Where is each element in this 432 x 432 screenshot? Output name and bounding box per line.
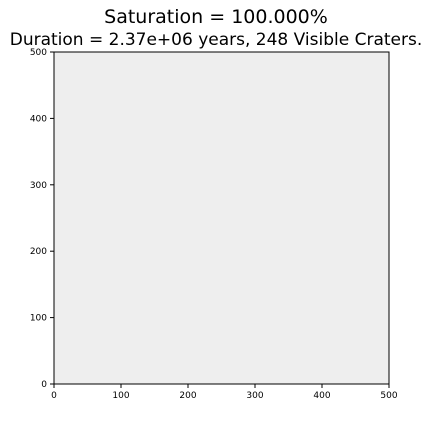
x-tick-label: 300	[246, 391, 263, 401]
y-tick-label: 100	[30, 314, 47, 324]
x-tick-label: 200	[179, 391, 196, 401]
y-tick-label: 400	[30, 114, 47, 124]
chart-subtitle: Duration = 2.37e+06 years, 248 Visible C…	[9, 30, 423, 50]
plot-area	[53, 51, 390, 385]
y-tick-label: 200	[30, 247, 47, 257]
y-tick-label: 0	[41, 380, 47, 390]
y-axis: 0 100 200 300 400 500	[30, 48, 54, 390]
x-tick-label: 0	[51, 391, 57, 401]
x-tick-label: 100	[112, 391, 129, 401]
y-tick-label: 500	[30, 48, 47, 58]
chart-title: Saturation = 100.000%	[104, 6, 328, 28]
x-axis: 0 100 200 300 400 500	[51, 384, 398, 401]
y-tick-label: 300	[30, 181, 47, 191]
x-tick-label: 400	[313, 391, 330, 401]
x-tick-label: 500	[380, 391, 397, 401]
